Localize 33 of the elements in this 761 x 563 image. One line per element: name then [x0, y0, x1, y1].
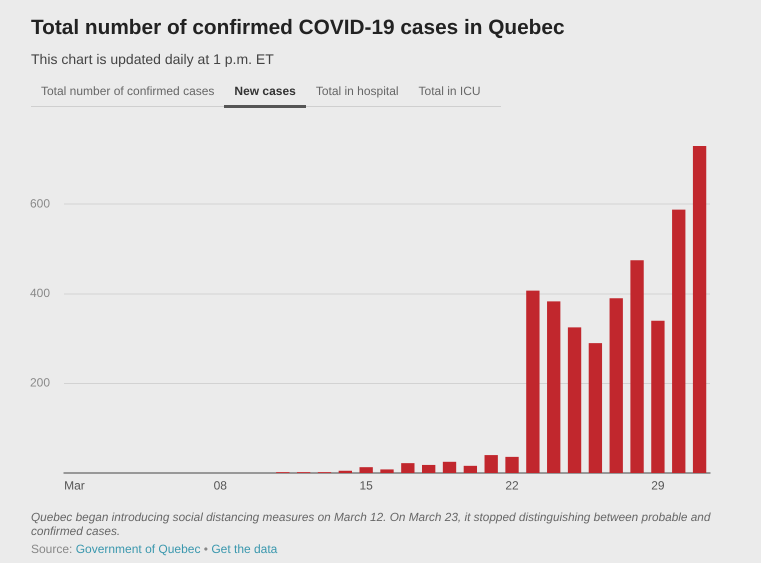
bar: [547, 301, 560, 473]
bar: [359, 467, 373, 473]
y-tick-label: 200: [30, 376, 50, 390]
bar: [505, 456, 519, 473]
text: Total in hospital: [314, 84, 400, 100]
text: Quebec began introducing social distancing measures on March 12. On March 23, it stopped distinguishing between probable and confirmed cases.: [31, 510, 712, 538]
y-tick-label: 400: [30, 286, 50, 300]
x-tick-label: 08: [214, 478, 228, 493]
bar: [610, 298, 623, 473]
x-tick-label: 22: [505, 478, 520, 493]
text: New cases: [233, 84, 297, 100]
bar: [651, 320, 665, 473]
bar: [526, 290, 540, 473]
x-tick-label: 29: [651, 478, 665, 493]
bar: [672, 210, 686, 473]
bar: [422, 464, 436, 473]
bar: [380, 469, 394, 473]
bar: [442, 462, 456, 473]
bar: [692, 146, 706, 473]
x-tick-label: Mar: [64, 478, 85, 493]
bar: [630, 260, 644, 473]
bar: [401, 463, 415, 473]
chart-subtitle: This chart is updated daily at 1 p.m. ET: [31, 51, 274, 67]
bar: [568, 327, 582, 473]
text: Total number of confirmed cases: [40, 84, 216, 100]
bar: [588, 343, 602, 473]
chart-title: Total number of confirmed COVID-19 cases in Quebec: [31, 16, 565, 40]
bar: [484, 455, 498, 473]
bar: [464, 466, 478, 473]
x-tick-label: 15: [359, 478, 374, 493]
text: Total in ICU: [418, 84, 482, 100]
source-note: Source: Government of Quebec • Get the data: [31, 542, 278, 556]
y-tick-label: 600: [30, 196, 50, 211]
